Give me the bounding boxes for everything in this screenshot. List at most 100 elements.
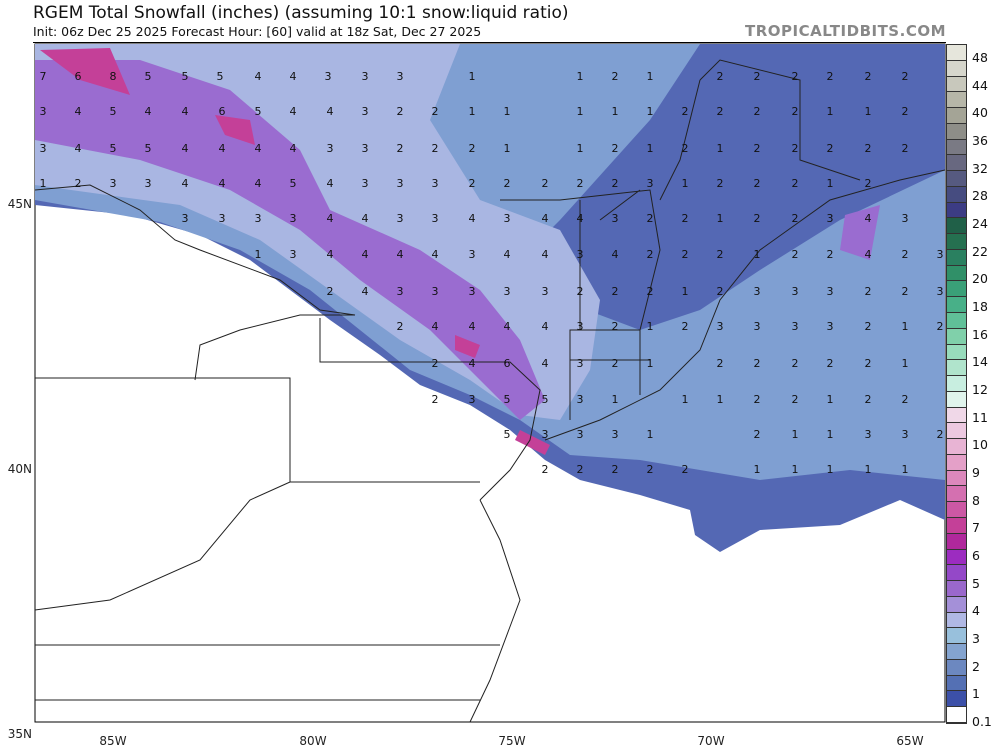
- snowfall-value: 3: [397, 177, 404, 190]
- snowfall-value: 3: [397, 285, 404, 298]
- snowfall-value: 2: [647, 212, 654, 225]
- colorbar-swatch: [947, 218, 966, 235]
- snowfall-value: 3: [397, 212, 404, 225]
- colorbar-swatch: [947, 612, 966, 629]
- snowfall-value: 2: [717, 70, 724, 83]
- snowfall-value: 4: [182, 142, 189, 155]
- snowfall-value: 3: [432, 285, 439, 298]
- snowfall-value: 4: [290, 70, 297, 83]
- snowfall-value: 1: [40, 177, 47, 190]
- snowfall-value: 1: [865, 105, 872, 118]
- colorbar-swatch: [947, 313, 966, 329]
- colorbar-label: 9: [972, 465, 980, 480]
- colorbar-swatch: [947, 328, 966, 345]
- snowfall-value: 2: [577, 463, 584, 476]
- snowfall-value: 3: [717, 320, 724, 333]
- snowfall-value: 1: [577, 142, 584, 155]
- snowfall-value: 2: [754, 177, 761, 190]
- snowfall-value: 4: [469, 357, 476, 370]
- snowfall-value: 2: [432, 105, 439, 118]
- snowfall-value: 4: [577, 212, 584, 225]
- colorbar-swatch: [947, 360, 966, 377]
- snowfall-value: 4: [362, 212, 369, 225]
- snowfall-value: 3: [290, 212, 297, 225]
- snowfall-value: 1: [612, 393, 619, 406]
- snowfall-value: 5: [145, 142, 152, 155]
- snowfall-value: 3: [255, 212, 262, 225]
- snowfall-value: 3: [577, 393, 584, 406]
- snowfall-value: 2: [865, 285, 872, 298]
- colorbar-label: 10: [972, 437, 988, 453]
- snowfall-value-labels: 7 6 8 5 5 5 4 4 3 3 3 1 1 2 1 2 2 2 2 2 2 3 4 5 4 4 6 5 4 4 3 2 2 1 1 1 1 1 2 2…: [40, 70, 944, 476]
- snowfall-value: 1: [827, 105, 834, 118]
- snowfall-value: 1: [469, 70, 476, 83]
- snowfall-value: 3: [792, 285, 799, 298]
- snowfall-value: 3: [504, 285, 511, 298]
- snowfall-value: 1: [902, 463, 909, 476]
- lat-label: 40N: [8, 462, 32, 476]
- snowfall-value: 2: [902, 248, 909, 261]
- snowfall-value: 2: [792, 357, 799, 370]
- colorbar-swatch: [947, 454, 966, 471]
- snowfall-value: 2: [827, 142, 834, 155]
- colorbar-swatch: [947, 628, 966, 645]
- snow-area-maine-4in: [840, 205, 880, 260]
- snowfall-value: 3: [902, 212, 909, 225]
- colorbar-label: 40: [972, 105, 988, 121]
- snowfall-value: 2: [612, 357, 619, 370]
- colorbar-swatch: [947, 502, 966, 518]
- colorbar-swatch: [947, 234, 966, 250]
- snowfall-value: 2: [682, 248, 689, 261]
- snowfall-value: 4: [542, 357, 549, 370]
- snowfall-value: 1: [682, 393, 689, 406]
- snowfall-value: 4: [504, 320, 511, 333]
- snowfall-value: 2: [682, 463, 689, 476]
- colorbar-swatch: [947, 707, 966, 723]
- snowfall-value: 2: [682, 142, 689, 155]
- snowfall-value: 3: [612, 428, 619, 441]
- snowfall-value: 2: [827, 248, 834, 261]
- colorbar-label: 28: [972, 188, 988, 204]
- snowfall-value: 2: [397, 142, 404, 155]
- snowfall-value: 4: [542, 248, 549, 261]
- snowfall-value: 3: [432, 212, 439, 225]
- colorbar-swatch: [947, 297, 966, 314]
- colorbar-swatch: [947, 265, 966, 282]
- colorbar-swatch: [947, 596, 966, 613]
- colorbar-swatch: [947, 659, 966, 676]
- colorbar-swatch: [947, 691, 966, 708]
- snowfall-value: 3: [827, 320, 834, 333]
- snowfall-value: 3: [937, 285, 944, 298]
- colorbar-swatch: [947, 439, 966, 455]
- snowfall-value: 2: [792, 105, 799, 118]
- snowfall-value: 1: [682, 177, 689, 190]
- snowfall-value: 2: [754, 105, 761, 118]
- snowfall-value: 2: [865, 142, 872, 155]
- snowfall-value: 2: [754, 428, 761, 441]
- snowfall-value: 3: [219, 212, 226, 225]
- snowfall-value: 3: [827, 285, 834, 298]
- snowfall-value: 3: [542, 285, 549, 298]
- colorbar-label: 1: [972, 686, 980, 702]
- snowfall-value: 5: [504, 393, 511, 406]
- snowfall-value: 4: [432, 248, 439, 261]
- colorbar-swatch: [947, 470, 966, 487]
- snowfall-value: 2: [682, 320, 689, 333]
- snowfall-value: 2: [717, 248, 724, 261]
- map-subtitle: Init: 06z Dec 25 2025 Forecast Hour: [60…: [33, 24, 482, 39]
- coastline: [469, 169, 946, 723]
- colorbar-swatch: [947, 76, 966, 93]
- snowfall-value: 4: [327, 105, 334, 118]
- snowfall-value: 2: [75, 177, 82, 190]
- snowfall-value: 4: [327, 177, 334, 190]
- snowfall-value: 1: [469, 105, 476, 118]
- colorbar-swatch: [947, 407, 966, 424]
- snowfall-value: 4: [469, 212, 476, 225]
- snowfall-value: 2: [469, 177, 476, 190]
- snowfall-value: 1: [827, 393, 834, 406]
- snowfall-value: 2: [612, 177, 619, 190]
- snowfall-value: 3: [40, 105, 47, 118]
- snowfall-value: 8: [110, 70, 117, 83]
- snowfall-value: 2: [902, 142, 909, 155]
- snowfall-value: 1: [612, 105, 619, 118]
